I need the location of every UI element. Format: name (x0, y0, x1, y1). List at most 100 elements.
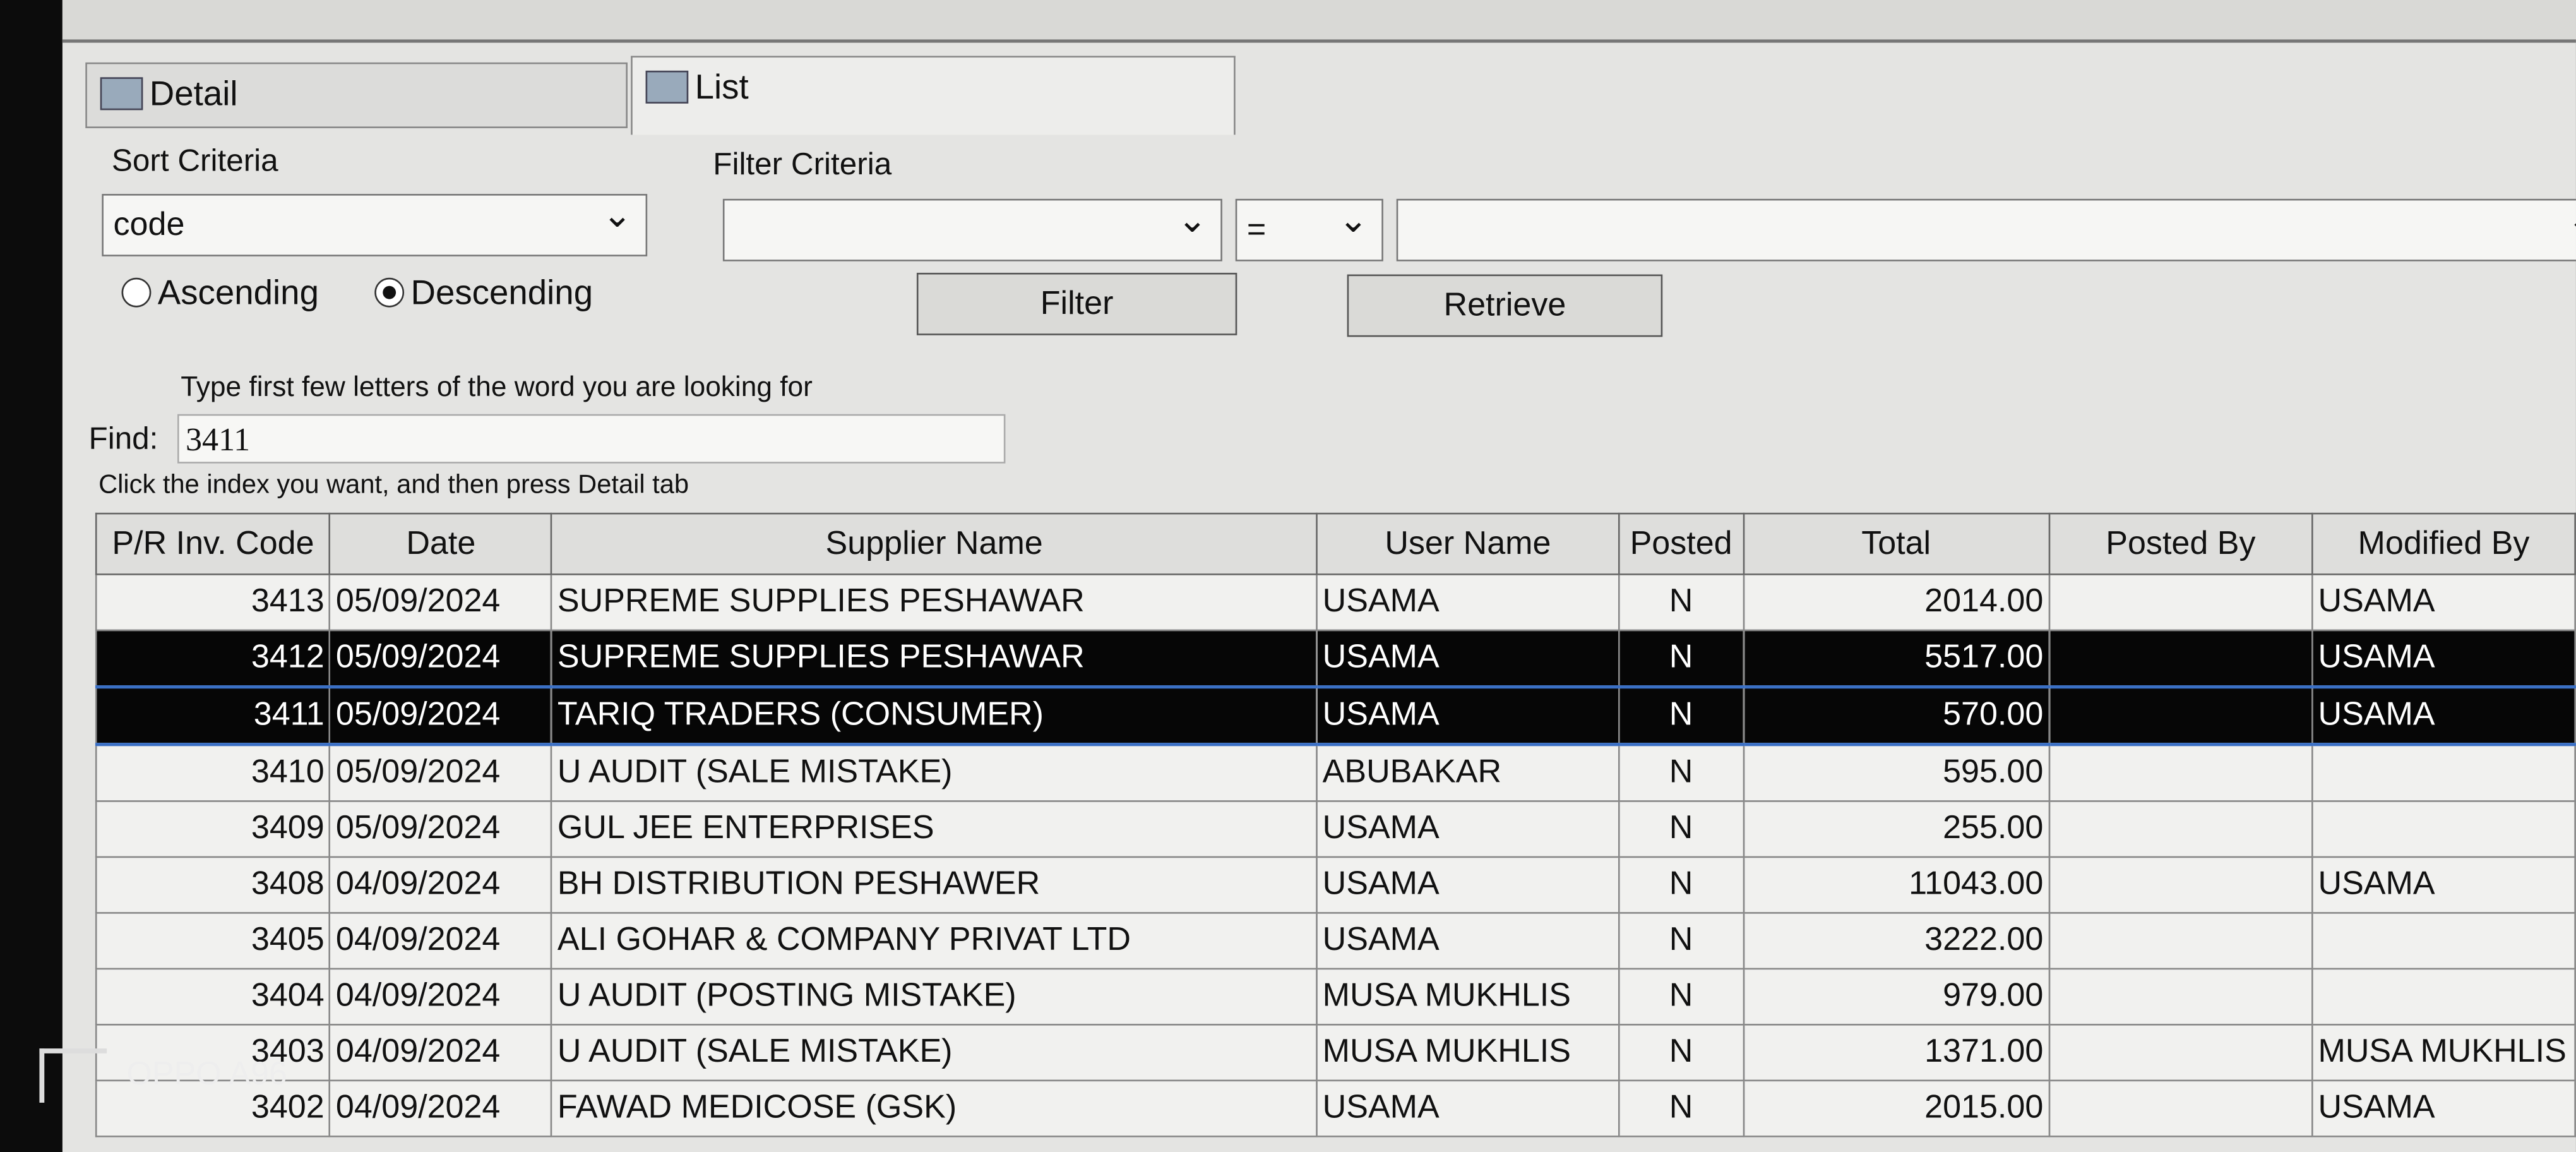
column-header[interactable]: Total (1742, 512, 2050, 575)
grid-cell: 2014.00 (1742, 573, 2050, 632)
grid-cell: 04/09/2024 (329, 856, 553, 914)
grid-cell: 3405 (95, 912, 331, 970)
grid-cell: MUSA MUKHLIS (1316, 1024, 1620, 1082)
sort-combo[interactable]: code (102, 186, 648, 256)
grid-cell: 3222.00 (1742, 912, 2050, 970)
column-header[interactable]: Posted By (2048, 512, 2313, 575)
radio-option[interactable]: Ascending (121, 274, 319, 314)
instruction: Click the index you want, and then press… (98, 471, 689, 500)
grid-cell: 05/09/2024 (329, 743, 553, 802)
column-header[interactable]: P/R Inv. Code (95, 512, 331, 575)
grid-cell (2311, 800, 2576, 858)
tab[interactable]: List (631, 56, 1236, 135)
column-header[interactable]: User Name (1316, 512, 1620, 575)
grid-cell (2048, 573, 2313, 632)
radio-option[interactable]: Descending (374, 275, 593, 314)
grid-cell: 05/09/2024 (329, 573, 553, 632)
grid-cell: N (1618, 968, 1744, 1026)
grid-row[interactable]: 3405 04/09/2024 ALI GOHAR & COMPANY PRIVAT… (95, 912, 2576, 970)
radio-label: Descending (410, 274, 593, 313)
hint: Type first few letters of the word you a… (181, 371, 813, 403)
tab-label: Detail (149, 75, 238, 114)
radio-label: Ascending (157, 274, 319, 313)
grid-cell: N (1618, 1079, 1744, 1137)
grid-cell: 3413 (95, 573, 331, 632)
grid-cell: 1371.00 (1742, 1024, 2050, 1082)
grid-cell (2048, 856, 2313, 914)
grid-row[interactable]: 3413 05/09/2024 SUPREME SUPPLIES PESHAWAR U… (95, 573, 2576, 632)
watermark-text: OPPO A96 (126, 1056, 287, 1093)
grid-cell: 3403 (95, 1024, 331, 1082)
grid-row[interactable]: 3408 04/09/2024 BH DISTRIBUTION PESHAWER US… (95, 856, 2576, 914)
grid-row[interactable]: 3412 05/09/2024 SUPREME SUPPLIES PESHAWAR U… (95, 629, 2576, 688)
filter-value[interactable] (1396, 191, 2576, 261)
grid-cell: 05/09/2024 (329, 800, 553, 858)
grid-cell: U AUDIT (SALE MISTAKE) (551, 1024, 1318, 1082)
column-header[interactable]: Modified By (2311, 512, 2576, 575)
radio (121, 277, 152, 308)
grid-cell: 570.00 (1742, 685, 2050, 747)
grid-cell (2311, 912, 2576, 970)
grid-cell: N (1618, 800, 1744, 858)
watermark: OPPO A96 (39, 1048, 287, 1103)
grid-cell: MUSA MUKHLIS (1316, 968, 1620, 1026)
grid-cell: 04/09/2024 (329, 912, 553, 970)
grid-row[interactable]: 3409 05/09/2024 GUL JEE ENTERPRISES USAMA N 2… (95, 800, 2576, 858)
tab[interactable]: Detail (85, 62, 628, 128)
grid-cell: 3404 (95, 968, 331, 1026)
grid-cell: USAMA (2311, 1079, 2576, 1137)
grid-cell: USAMA (1316, 856, 1620, 914)
retrieve-button[interactable]: Retrieve (1347, 274, 1663, 337)
grid-cell (2311, 743, 2576, 802)
find-input[interactable]: 3411 (177, 414, 1006, 464)
grid-cell (2311, 968, 2576, 1026)
grid-cell: 3411 (95, 685, 331, 747)
grid-cell: USAMA (2311, 685, 2576, 747)
grid-row[interactable]: 3402 04/09/2024 FAWAD MEDICOSE (GSK) USAMA N… (95, 1079, 2576, 1137)
grid-cell: ALI GOHAR & COMPANY PRIVAT LTD (551, 912, 1318, 970)
grid-cell: SUPREME SUPPLIES PESHAWAR (551, 629, 1318, 688)
grid-cell: USAMA (1316, 1079, 1620, 1137)
grid-cell: USAMA (1316, 912, 1620, 970)
filter-field[interactable] (722, 191, 1222, 261)
grid-cell: 5517.00 (1742, 629, 2050, 688)
column-header[interactable]: Supplier Name (551, 512, 1318, 575)
column-header[interactable]: Posted (1618, 512, 1744, 575)
grid-cell: USAMA (1316, 573, 1620, 632)
grid-cell: 595.00 (1742, 743, 2050, 802)
grid-cell (2048, 1024, 2313, 1082)
grid-cell: USAMA (2311, 573, 2576, 632)
grid-cell: N (1618, 629, 1744, 688)
grid-cell: USAMA (1316, 685, 1620, 747)
grid-cell: N (1618, 685, 1744, 747)
toolbar (62, 0, 2576, 43)
monitor-bezel (0, 0, 63, 1152)
grid-cell: U AUDIT (POSTING MISTAKE) (551, 968, 1318, 1026)
grid-row[interactable]: 3411 05/09/2024 TARIQ TRADERS (CONSUMER) US… (95, 685, 2576, 747)
grid-cell: USAMA (2311, 856, 2576, 914)
grid-row[interactable]: 3403 04/09/2024 U AUDIT (SALE MISTAKE) MUSA… (95, 1024, 2576, 1082)
watermark-icon (39, 1048, 107, 1103)
grid-cell (2048, 1079, 2313, 1137)
grid-row[interactable]: 3404 04/09/2024 U AUDIT (POSTING MISTAKE) M… (95, 968, 2576, 1026)
grid-cell: GUL JEE ENTERPRISES (551, 800, 1318, 858)
grid-cell: MUSA MUKHLIS (2311, 1024, 2576, 1082)
grid-cell: N (1618, 1024, 1744, 1082)
grid-cell: 04/09/2024 (329, 1079, 553, 1137)
grid-cell: 11043.00 (1742, 856, 2050, 914)
find-label: Find: (88, 422, 158, 457)
grid-cell: 979.00 (1742, 968, 2050, 1026)
tab-icon (645, 70, 689, 104)
grid-cell: 05/09/2024 (329, 685, 553, 747)
grid-cell: 04/09/2024 (329, 1024, 553, 1082)
sort-label: Sort Criteria (111, 144, 278, 179)
grid-row[interactable]: 3410 05/09/2024 U AUDIT (SALE MISTAKE) ABUB… (95, 743, 2576, 802)
column-header[interactable]: Date (329, 512, 553, 575)
filter-button[interactable]: Filter (916, 272, 1237, 335)
grid-cell: 2015.00 (1742, 1079, 2050, 1137)
operator-combo[interactable]: = (1235, 191, 1383, 261)
grid-cell: N (1618, 573, 1744, 632)
grid-cell (2048, 743, 2313, 802)
grid-cell: USAMA (1316, 800, 1620, 858)
